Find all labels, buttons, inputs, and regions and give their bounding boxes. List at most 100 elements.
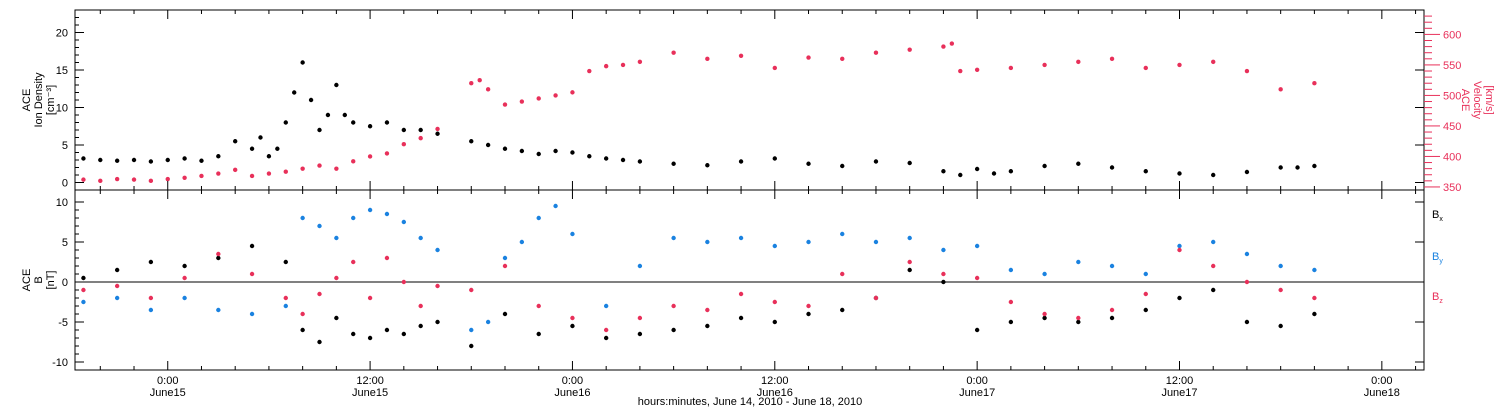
field-tick-label: -10: [52, 357, 68, 369]
data-point-ion-density: [974, 166, 980, 172]
data-point-by: [671, 235, 676, 241]
data-point-ion-density: [148, 159, 154, 164]
data-point-ion-density: [705, 163, 710, 168]
data-point-bx: [182, 263, 187, 269]
data-point-by: [705, 239, 710, 245]
velocity-axis-label-line1: ACE: [1459, 89, 1471, 112]
data-point-ion-density: [587, 154, 592, 159]
field-axis-label-line1: ACE: [21, 269, 33, 292]
data-point-bx: [941, 279, 946, 285]
velocity-tick-label: 400: [1443, 151, 1461, 163]
time-tick-label: 12:00: [761, 375, 789, 387]
data-point-bz: [249, 271, 255, 277]
data-point-by: [806, 239, 811, 245]
data-point-bz: [1076, 315, 1081, 321]
data-point-ion-density: [536, 151, 541, 157]
data-point-ion-density: [553, 148, 558, 154]
data-point-ion-density: [384, 120, 390, 125]
data-point-ion-density: [98, 157, 103, 163]
data-point-bx: [81, 275, 86, 281]
data-point-bx: [401, 331, 407, 337]
bottom-panel-frame: [74, 189, 1425, 371]
data-point-velocity: [1008, 65, 1014, 71]
data-point-bx: [300, 327, 305, 333]
data-point-by: [570, 231, 575, 237]
legend-bx-sub: x: [1439, 216, 1443, 223]
density-axis-label-line3: [cm⁻³]: [45, 85, 57, 115]
date-tick-label: June16: [554, 387, 590, 399]
legend-by: By: [1432, 251, 1443, 265]
data-point-bx: [536, 331, 541, 337]
data-point-velocity: [418, 135, 423, 141]
data-point-bx: [469, 343, 474, 349]
data-point-ion-density: [873, 159, 879, 164]
data-point-velocity: [266, 171, 272, 176]
legend-bz: Bz: [1432, 291, 1443, 305]
data-point-bz: [1109, 307, 1115, 313]
top-panel-frame: [74, 9, 1425, 191]
data-point-bx: [384, 327, 390, 333]
density-tick-label: 10: [56, 103, 68, 115]
data-point-ion-density: [485, 142, 491, 148]
data-point-ion-density: [907, 160, 912, 166]
data-point-ion-density: [308, 97, 314, 103]
data-point-by: [738, 235, 744, 241]
data-point-bx: [502, 311, 508, 317]
data-point-ion-density: [216, 154, 221, 159]
density-axis-label-line1: ACE: [21, 89, 33, 112]
velocity-axis-ticks: 350 400 450 500 550 600: [1424, 15, 1461, 194]
data-point-velocity: [1143, 65, 1148, 71]
data-point-bx: [840, 307, 845, 313]
data-point-by: [182, 295, 187, 301]
data-point-bx: [1244, 319, 1250, 325]
field-tick-label: -5: [58, 317, 68, 329]
data-point-bz: [705, 307, 710, 313]
data-point-by: [401, 219, 407, 225]
date-tick-label: June15: [352, 387, 388, 399]
data-point-bz: [1042, 311, 1047, 317]
data-point-bz: [300, 311, 305, 317]
data-point-ion-density: [1109, 165, 1115, 170]
data-point-ion-density: [738, 159, 744, 164]
data-point-ion-density: [620, 157, 626, 163]
data-point-bx: [738, 315, 744, 321]
data-point-velocity: [469, 81, 474, 86]
data-point-bx: [1312, 311, 1317, 317]
data-point-by: [334, 235, 339, 241]
data-point-bz: [603, 327, 609, 333]
data-point-by: [384, 211, 390, 217]
velocity-tick-label: 550: [1443, 60, 1461, 72]
data-point-velocity: [873, 50, 879, 55]
data-point-velocity: [637, 59, 643, 65]
date-tick-label: June17: [1161, 387, 1197, 399]
data-point-ion-density: [199, 158, 204, 163]
data-point-ion-density: [275, 146, 280, 151]
data-point-bz: [637, 315, 643, 321]
data-point-velocity: [603, 63, 609, 69]
data-point-velocity: [974, 67, 980, 72]
legend-bx-main: B: [1432, 209, 1439, 221]
data-point-bx: [1109, 315, 1115, 321]
data-point-by: [941, 247, 946, 253]
data-point-ion-density: [325, 112, 331, 118]
data-point-ion-density: [401, 127, 407, 133]
data-point-ion-density: [637, 159, 643, 164]
data-point-ion-density: [292, 90, 297, 95]
data-point-ion-density: [941, 169, 946, 174]
data-point-velocity: [283, 169, 288, 174]
data-point-velocity: [1109, 56, 1115, 62]
data-point-velocity: [401, 142, 407, 147]
data-point-ion-density: [1312, 163, 1317, 169]
field-axis-ticks: -10 -5 0 5 10: [52, 197, 1424, 369]
data-point-bz: [570, 315, 575, 321]
field-axis-label-line3: [nT]: [45, 271, 57, 290]
data-point-by: [148, 307, 154, 313]
data-point-ion-density: [1177, 171, 1182, 176]
data-point-velocity: [81, 177, 86, 182]
data-point-velocity: [1211, 59, 1216, 65]
data-point-velocity: [334, 166, 339, 171]
data-point-ion-density: [1278, 165, 1283, 170]
data-point-velocity: [840, 56, 845, 62]
data-point-velocity: [705, 56, 710, 62]
data-point-by: [81, 299, 86, 305]
